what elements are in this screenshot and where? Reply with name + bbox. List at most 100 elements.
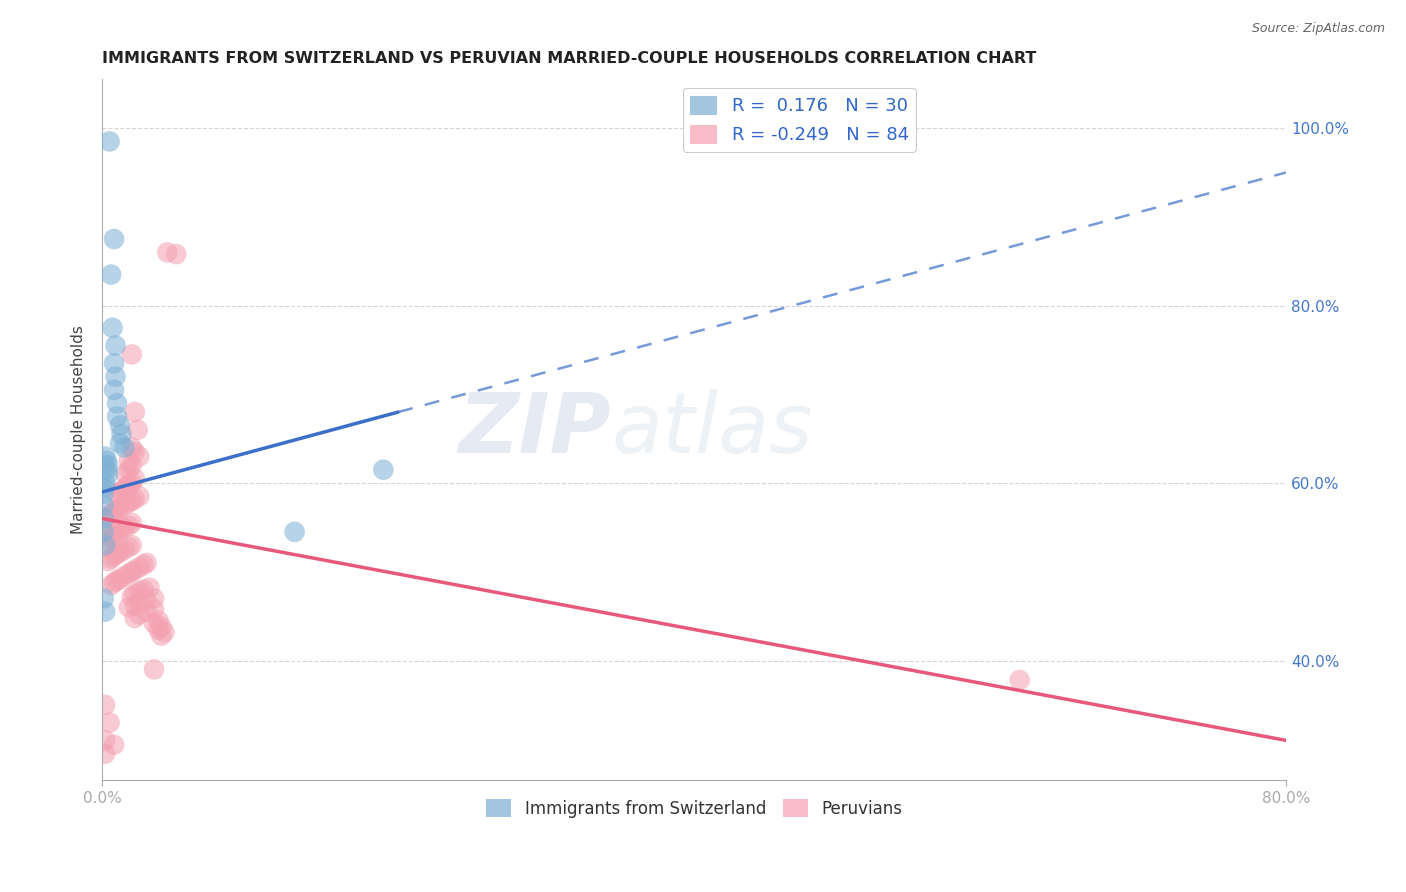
Point xyxy=(94,698,117,712)
Point xyxy=(108,522,131,536)
Point xyxy=(143,591,166,606)
Point xyxy=(96,463,118,477)
Point xyxy=(132,582,155,597)
Point xyxy=(128,596,150,610)
Point xyxy=(97,554,120,568)
Point xyxy=(128,489,150,503)
Point xyxy=(284,524,307,539)
Point xyxy=(108,545,131,559)
Point xyxy=(94,476,117,491)
Point xyxy=(118,463,141,477)
Point xyxy=(100,268,122,282)
Point xyxy=(108,572,131,586)
Point xyxy=(121,441,143,455)
Point xyxy=(103,527,125,541)
Text: ZIP: ZIP xyxy=(458,389,612,470)
Point xyxy=(93,511,115,525)
Point xyxy=(121,565,143,579)
Point xyxy=(98,715,121,730)
Point xyxy=(96,454,118,468)
Point xyxy=(132,558,155,572)
Point xyxy=(93,481,115,495)
Point xyxy=(121,476,143,491)
Point xyxy=(108,484,131,499)
Legend: Immigrants from Switzerland, Peruvians: Immigrants from Switzerland, Peruvians xyxy=(479,792,908,824)
Point xyxy=(121,493,143,508)
Point xyxy=(108,436,131,450)
Point xyxy=(118,454,141,468)
Point xyxy=(103,504,125,518)
Point xyxy=(97,458,120,473)
Point xyxy=(94,747,117,761)
Point xyxy=(165,247,187,261)
Point xyxy=(124,405,146,419)
Point xyxy=(110,427,132,442)
Point xyxy=(104,338,127,352)
Point xyxy=(103,383,125,397)
Point xyxy=(128,560,150,574)
Point xyxy=(105,396,128,410)
Point xyxy=(101,320,124,334)
Point xyxy=(127,423,149,437)
Point xyxy=(148,623,170,637)
Point xyxy=(121,347,143,361)
Point xyxy=(97,509,120,524)
Point xyxy=(112,498,135,512)
Point xyxy=(118,518,141,533)
Point xyxy=(105,486,128,500)
Point xyxy=(148,614,170,628)
Text: Source: ZipAtlas.com: Source: ZipAtlas.com xyxy=(1251,22,1385,36)
Point xyxy=(93,486,115,500)
Point xyxy=(112,542,135,557)
Point xyxy=(94,450,117,464)
Point xyxy=(94,538,117,552)
Point xyxy=(124,611,146,625)
Point xyxy=(118,600,141,615)
Point xyxy=(115,467,138,482)
Point xyxy=(124,599,146,613)
Point xyxy=(94,533,117,548)
Point xyxy=(103,356,125,370)
Point xyxy=(103,232,125,246)
Point xyxy=(93,498,115,512)
Point xyxy=(124,445,146,459)
Point xyxy=(100,529,122,543)
Point xyxy=(118,540,141,554)
Y-axis label: Married-couple Households: Married-couple Households xyxy=(72,326,86,534)
Point xyxy=(105,409,128,424)
Point xyxy=(143,662,166,676)
Text: IMMIGRANTS FROM SWITZERLAND VS PERUVIAN MARRIED-COUPLE HOUSEHOLDS CORRELATION CH: IMMIGRANTS FROM SWITZERLAND VS PERUVIAN … xyxy=(103,51,1036,66)
Point xyxy=(97,467,120,482)
Point xyxy=(108,500,131,515)
Point xyxy=(135,593,157,607)
Point xyxy=(94,511,117,525)
Point xyxy=(112,569,135,583)
Point xyxy=(143,616,166,631)
Point xyxy=(105,547,128,561)
Point xyxy=(121,458,143,473)
Point xyxy=(118,478,141,492)
Point xyxy=(105,574,128,588)
Point xyxy=(100,551,122,566)
Point xyxy=(124,563,146,577)
Point xyxy=(118,566,141,581)
Point xyxy=(373,463,395,477)
Point xyxy=(100,507,122,521)
Point xyxy=(103,575,125,590)
Point xyxy=(93,524,115,539)
Point xyxy=(98,135,121,149)
Point xyxy=(143,602,166,616)
Point xyxy=(93,591,115,606)
Point xyxy=(135,556,157,570)
Point xyxy=(128,607,150,622)
Point xyxy=(121,516,143,530)
Point xyxy=(115,481,138,495)
Text: atlas: atlas xyxy=(612,389,813,470)
Point xyxy=(150,629,173,643)
Point xyxy=(138,581,160,595)
Point xyxy=(1008,673,1031,687)
Point xyxy=(118,495,141,509)
Point xyxy=(124,587,146,601)
Point xyxy=(108,418,131,433)
Point xyxy=(112,441,135,455)
